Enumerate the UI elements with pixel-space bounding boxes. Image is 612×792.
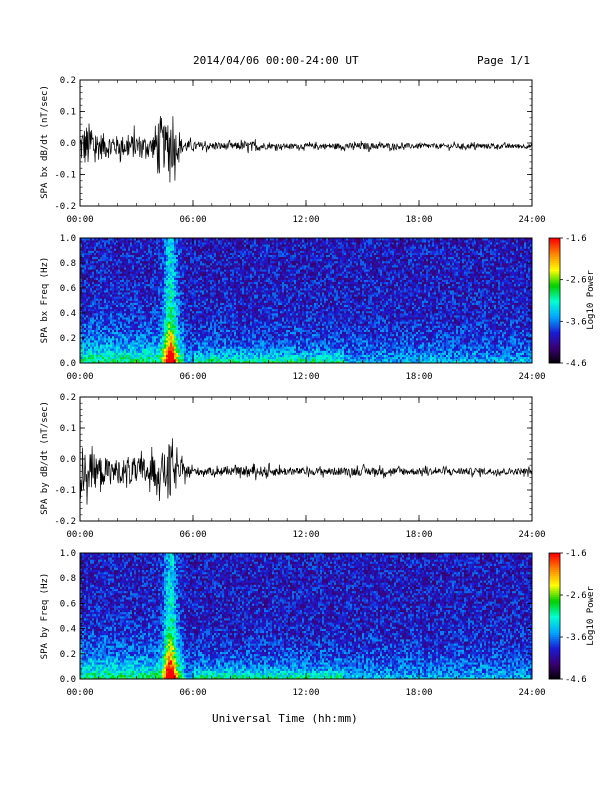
- panel1-trace: [80, 116, 532, 183]
- x-tick-label: 06:00: [179, 688, 206, 698]
- x-tick-label: 06:00: [179, 215, 206, 225]
- x-tick-label: 24:00: [518, 688, 545, 698]
- x-tick-label: 24:00: [518, 372, 545, 382]
- y-tick-label: -0.2: [54, 202, 76, 212]
- y-tick-label: 0.8: [60, 574, 76, 584]
- colorbar2-label: Log10 Power: [586, 586, 596, 646]
- colorbar-tick-label: -2.6: [565, 276, 587, 286]
- y-tick-label: 0.0: [60, 139, 76, 149]
- y-tick-label: 0.0: [60, 455, 76, 465]
- y-tick-label: -0.1: [54, 486, 76, 496]
- y-tick-label: -0.2: [54, 517, 76, 527]
- y-tick-label: 0.0: [60, 359, 76, 369]
- colorbar-tick-label: -3.6: [565, 633, 587, 643]
- y-tick-label: 0.2: [60, 650, 76, 660]
- panel3-trace: [80, 438, 532, 504]
- panel2-ylabel: SPA bx Freq (Hz): [40, 257, 50, 344]
- x-tick-label: 24:00: [518, 215, 545, 225]
- x-tick-label: 18:00: [405, 372, 432, 382]
- y-tick-label: 0.6: [60, 284, 76, 294]
- colorbar-tick-label: -1.6: [565, 234, 587, 244]
- x-tick-label: 18:00: [405, 688, 432, 698]
- y-tick-label: 0.0: [60, 675, 76, 685]
- x-tick-label: 06:00: [179, 372, 206, 382]
- panel4-spectrogram: [80, 553, 532, 679]
- x-tick-label: 00:00: [66, 688, 93, 698]
- x-tick-label: 00:00: [66, 215, 93, 225]
- y-tick-label: 0.6: [60, 599, 76, 609]
- colorbar-tick-label: -4.6: [565, 359, 587, 369]
- x-axis-title: Universal Time (hh:mm): [212, 712, 358, 725]
- y-tick-label: 0.1: [60, 108, 76, 118]
- y-tick-label: 0.2: [60, 76, 76, 86]
- y-tick-label: 1.0: [60, 549, 76, 559]
- x-tick-label: 12:00: [292, 372, 319, 382]
- x-tick-label: 18:00: [405, 530, 432, 540]
- panel1-frame: [80, 80, 532, 206]
- y-tick-label: 0.4: [60, 309, 76, 319]
- panel4-ylabel: SPA by Freq (Hz): [40, 573, 50, 660]
- y-tick-label: 0.2: [60, 393, 76, 403]
- panel2-colorbar: [549, 238, 560, 363]
- x-tick-label: 00:00: [66, 372, 93, 382]
- x-tick-label: 18:00: [405, 215, 432, 225]
- y-tick-label: -0.1: [54, 171, 76, 181]
- y-tick-label: 0.2: [60, 334, 76, 344]
- x-tick-label: 12:00: [292, 688, 319, 698]
- x-tick-label: 06:00: [179, 530, 206, 540]
- y-tick-label: 1.0: [60, 234, 76, 244]
- panel1-ylabel: SPA bx dB/dt (nT/sec): [40, 85, 50, 199]
- panel3-frame: [80, 397, 532, 521]
- panel3-ylabel: SPA by dB/dt (nT/sec): [40, 401, 50, 515]
- x-tick-label: 24:00: [518, 530, 545, 540]
- y-tick-label: 0.1: [60, 424, 76, 434]
- colorbar-tick-label: -4.6: [565, 675, 587, 685]
- y-tick-label: 0.8: [60, 259, 76, 269]
- colorbar-tick-label: -3.6: [565, 317, 587, 327]
- panel4-colorbar: [549, 553, 560, 679]
- x-tick-label: 12:00: [292, 530, 319, 540]
- colorbar-tick-label: -1.6: [565, 549, 587, 559]
- panel2-spectrogram: [80, 238, 532, 363]
- x-tick-label: 00:00: [66, 530, 93, 540]
- colorbar1-label: Log10 Power: [586, 270, 596, 330]
- x-tick-label: 12:00: [292, 215, 319, 225]
- colorbar-tick-label: -2.6: [565, 591, 587, 601]
- y-tick-label: 0.4: [60, 625, 76, 635]
